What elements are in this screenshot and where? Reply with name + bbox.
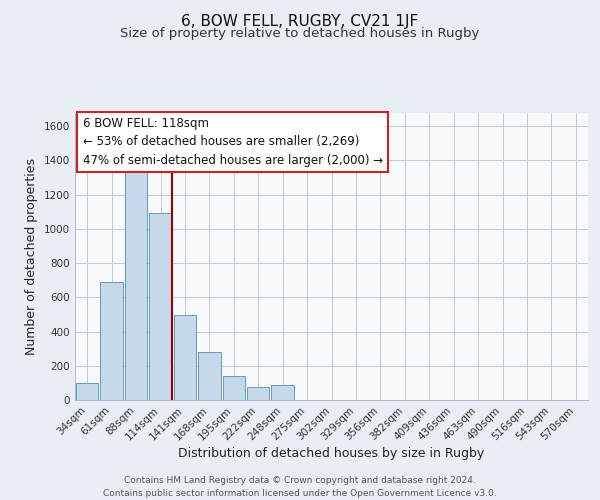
Bar <box>271 384 294 400</box>
Text: 6, BOW FELL, RUGBY, CV21 1JF: 6, BOW FELL, RUGBY, CV21 1JF <box>181 14 419 29</box>
X-axis label: Distribution of detached houses by size in Rugby: Distribution of detached houses by size … <box>178 448 485 460</box>
Bar <box>100 282 123 400</box>
Bar <box>198 352 221 400</box>
Bar <box>247 387 269 400</box>
Bar <box>223 376 245 400</box>
Bar <box>76 383 98 400</box>
Text: Size of property relative to detached houses in Rugby: Size of property relative to detached ho… <box>121 27 479 40</box>
Bar <box>149 212 172 400</box>
Text: Contains HM Land Registry data © Crown copyright and database right 2024.
Contai: Contains HM Land Registry data © Crown c… <box>103 476 497 498</box>
Y-axis label: Number of detached properties: Number of detached properties <box>25 158 38 355</box>
Bar <box>173 316 196 400</box>
Bar <box>125 172 148 400</box>
Text: 6 BOW FELL: 118sqm
← 53% of detached houses are smaller (2,269)
47% of semi-deta: 6 BOW FELL: 118sqm ← 53% of detached hou… <box>83 117 383 167</box>
